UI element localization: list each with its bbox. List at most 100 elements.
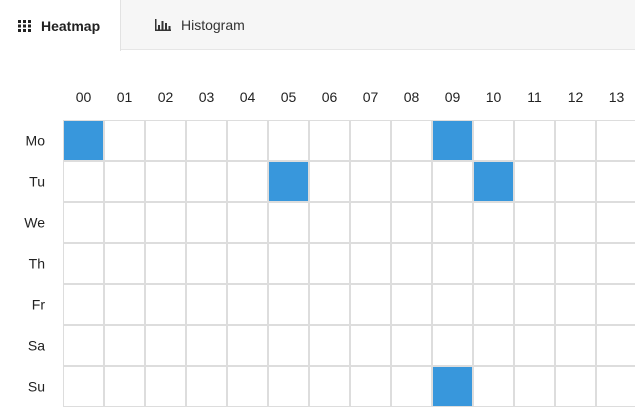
heatmap-cell[interactable] xyxy=(391,284,432,325)
heatmap-cell[interactable] xyxy=(432,161,473,202)
heatmap-cell[interactable] xyxy=(514,366,555,407)
heatmap-cell[interactable] xyxy=(350,366,391,407)
heatmap-cell[interactable] xyxy=(309,120,350,161)
heatmap-cell[interactable] xyxy=(555,325,596,366)
heatmap-cell[interactable] xyxy=(432,284,473,325)
tab-histogram[interactable]: Histogram xyxy=(155,0,245,50)
heatmap-cell[interactable] xyxy=(104,243,145,284)
heatmap-cell[interactable] xyxy=(596,202,635,243)
heatmap-cell[interactable] xyxy=(309,325,350,366)
heatmap-cell[interactable] xyxy=(432,243,473,284)
heatmap-cell[interactable] xyxy=(309,243,350,284)
heatmap-cell[interactable] xyxy=(596,161,635,202)
heatmap-cell[interactable] xyxy=(63,120,104,161)
heatmap-cell[interactable] xyxy=(186,161,227,202)
heatmap-cell[interactable] xyxy=(104,366,145,407)
heatmap-cell[interactable] xyxy=(391,325,432,366)
heatmap-cell[interactable] xyxy=(596,120,635,161)
heatmap-cell[interactable] xyxy=(309,202,350,243)
heatmap-cell[interactable] xyxy=(268,202,309,243)
heatmap-cell[interactable] xyxy=(473,161,514,202)
heatmap-cell[interactable] xyxy=(104,202,145,243)
heatmap-cell[interactable] xyxy=(186,202,227,243)
heatmap-cell[interactable] xyxy=(596,284,635,325)
heatmap-cell[interactable] xyxy=(350,202,391,243)
heatmap-cell[interactable] xyxy=(104,161,145,202)
heatmap-cell[interactable] xyxy=(391,161,432,202)
heatmap-cell[interactable] xyxy=(473,120,514,161)
heatmap-cell[interactable] xyxy=(350,120,391,161)
heatmap-cell[interactable] xyxy=(514,243,555,284)
heatmap-cell[interactable] xyxy=(555,202,596,243)
heatmap-cell[interactable] xyxy=(596,243,635,284)
tab-heatmap[interactable]: Heatmap xyxy=(0,0,121,51)
heatmap-cell[interactable] xyxy=(473,243,514,284)
heatmap-cell[interactable] xyxy=(63,161,104,202)
heatmap-cell[interactable] xyxy=(350,325,391,366)
heatmap-cell[interactable] xyxy=(268,243,309,284)
heatmap-cell[interactable] xyxy=(473,284,514,325)
heatmap-cell[interactable] xyxy=(227,366,268,407)
heatmap-cell[interactable] xyxy=(432,366,473,407)
heatmap-cell[interactable] xyxy=(391,202,432,243)
heatmap-cell[interactable] xyxy=(391,366,432,407)
heatmap-cell[interactable] xyxy=(268,366,309,407)
heatmap-cell[interactable] xyxy=(227,202,268,243)
heatmap-cell[interactable] xyxy=(309,366,350,407)
heatmap-cell[interactable] xyxy=(555,366,596,407)
heatmap-cell[interactable] xyxy=(473,202,514,243)
heatmap-cell[interactable] xyxy=(596,366,635,407)
heatmap-cell[interactable] xyxy=(227,243,268,284)
heatmap-cell[interactable] xyxy=(227,284,268,325)
heatmap-cell[interactable] xyxy=(350,243,391,284)
heatmap-cell[interactable] xyxy=(432,325,473,366)
heatmap-cell[interactable] xyxy=(391,120,432,161)
heatmap-cell[interactable] xyxy=(268,284,309,325)
heatmap-cell[interactable] xyxy=(63,243,104,284)
heatmap-cell[interactable] xyxy=(596,325,635,366)
heatmap-cell[interactable] xyxy=(145,284,186,325)
heatmap-cell[interactable] xyxy=(186,366,227,407)
heatmap-cell[interactable] xyxy=(555,161,596,202)
heatmap-cell[interactable] xyxy=(145,325,186,366)
heatmap-cell[interactable] xyxy=(514,120,555,161)
heatmap-cell[interactable] xyxy=(268,120,309,161)
heatmap-cell[interactable] xyxy=(227,161,268,202)
heatmap-cell[interactable] xyxy=(145,366,186,407)
heatmap-cell[interactable] xyxy=(186,243,227,284)
heatmap-cell[interactable] xyxy=(268,161,309,202)
heatmap-cell[interactable] xyxy=(63,202,104,243)
heatmap-cell[interactable] xyxy=(145,202,186,243)
heatmap-cell[interactable] xyxy=(145,120,186,161)
heatmap-cell[interactable] xyxy=(391,243,432,284)
heatmap-cell[interactable] xyxy=(309,161,350,202)
heatmap-cell[interactable] xyxy=(63,284,104,325)
heatmap-cell[interactable] xyxy=(432,120,473,161)
heatmap-cell[interactable] xyxy=(268,325,309,366)
heatmap-cell[interactable] xyxy=(514,284,555,325)
heatmap-cell[interactable] xyxy=(309,284,350,325)
heatmap-cell[interactable] xyxy=(350,284,391,325)
heatmap-cell[interactable] xyxy=(145,161,186,202)
heatmap-cell[interactable] xyxy=(473,366,514,407)
heatmap-cell[interactable] xyxy=(63,325,104,366)
heatmap-cell[interactable] xyxy=(350,161,391,202)
heatmap-cell[interactable] xyxy=(473,325,514,366)
heatmap-cell[interactable] xyxy=(555,284,596,325)
heatmap-cell[interactable] xyxy=(555,243,596,284)
heatmap-cell[interactable] xyxy=(227,325,268,366)
heatmap-cell[interactable] xyxy=(514,325,555,366)
heatmap-cell[interactable] xyxy=(514,202,555,243)
heatmap-cell[interactable] xyxy=(432,202,473,243)
heatmap-cell[interactable] xyxy=(104,325,145,366)
heatmap-cell[interactable] xyxy=(63,366,104,407)
heatmap-cell[interactable] xyxy=(104,120,145,161)
heatmap-cell[interactable] xyxy=(555,120,596,161)
heatmap-cell[interactable] xyxy=(186,120,227,161)
heatmap-cell[interactable] xyxy=(145,243,186,284)
heatmap-cell[interactable] xyxy=(227,120,268,161)
heatmap-cell[interactable] xyxy=(186,325,227,366)
heatmap-cell[interactable] xyxy=(514,161,555,202)
heatmap-cell[interactable] xyxy=(186,284,227,325)
heatmap-cell[interactable] xyxy=(104,284,145,325)
